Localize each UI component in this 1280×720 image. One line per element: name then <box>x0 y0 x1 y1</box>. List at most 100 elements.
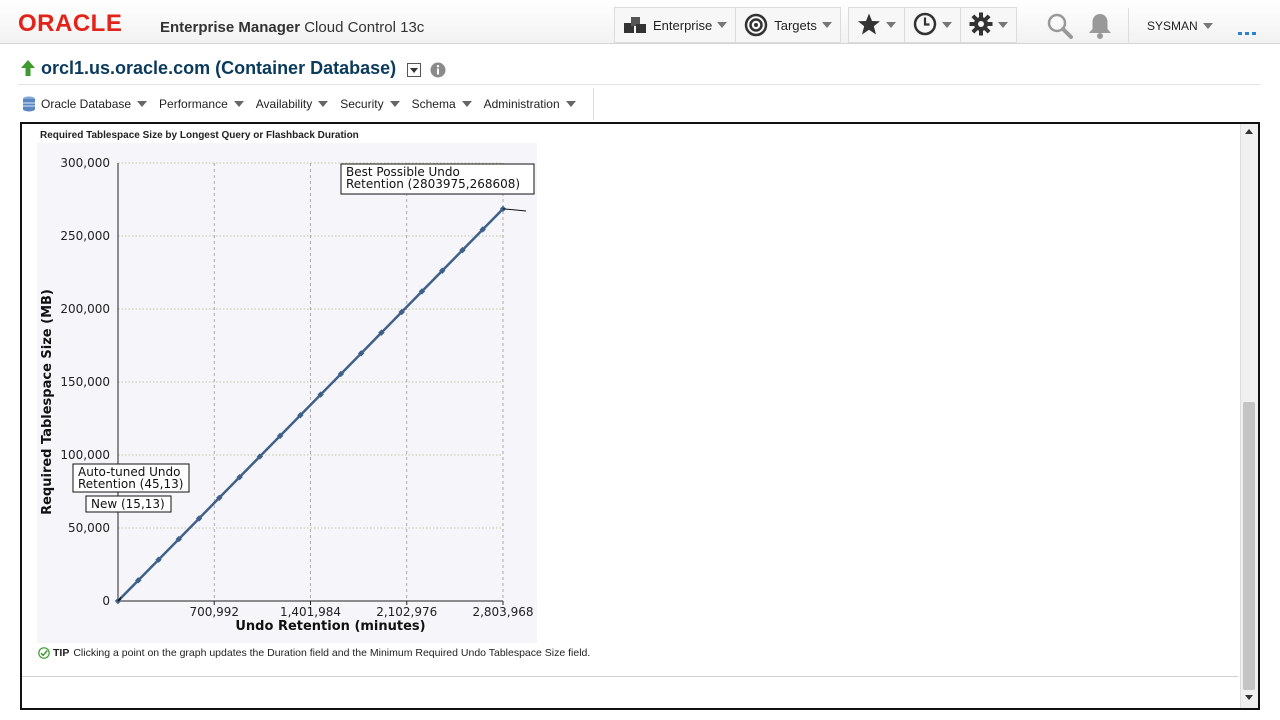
info-icon[interactable] <box>430 62 446 83</box>
menu-administration[interactable]: Administration <box>484 97 576 111</box>
setup-menu-button[interactable] <box>961 8 1016 42</box>
favorites-menu-button[interactable] <box>849 8 905 42</box>
annotation-label: Retention (2803975,268608) <box>346 177 520 191</box>
x-tick-label: 2,803,968 <box>472 605 533 619</box>
annotation-leader <box>117 598 122 602</box>
scroll-up-arrow-icon[interactable] <box>1245 129 1253 134</box>
check-icon <box>38 647 50 659</box>
chevron-down-icon <box>137 101 148 107</box>
enterprise-menu-button[interactable]: Enterprise <box>615 8 737 42</box>
menu-performance[interactable]: Performance <box>159 97 244 111</box>
undo-retention-chart[interactable]: 0 50,000 100,000 150,000 200,000 250,000 300,0… <box>37 143 537 643</box>
menu-oracle-database[interactable]: Oracle Database <box>22 96 148 112</box>
content-frame: Required Tablespace Size by Longest Quer… <box>20 122 1260 710</box>
vertical-scrollbar[interactable] <box>1240 124 1258 708</box>
target-header: orcl1.us.oracle.com (Container Database) <box>0 56 1280 84</box>
divider <box>18 84 1260 85</box>
annotation-label: Retention (45,13) <box>78 477 183 491</box>
targets-menu-button[interactable]: Targets <box>736 8 840 42</box>
y-tick-label: 0 <box>102 594 110 608</box>
enterprise-icon <box>623 15 647 35</box>
chevron-down-icon <box>886 22 896 28</box>
star-icon <box>857 12 881 39</box>
annotation-label: Best Possible Undo <box>346 165 460 179</box>
annotation-box <box>340 163 535 195</box>
y-tick-label: 50,000 <box>68 521 110 535</box>
tip-text: Clicking a point on the graph updates th… <box>73 647 591 659</box>
enterprise-label: Enterprise <box>653 17 713 33</box>
user-menu[interactable]: SYSMAN <box>1128 8 1213 44</box>
x-tick-label: 700,992 <box>189 605 239 619</box>
data-point <box>317 391 324 398</box>
data-point <box>337 370 345 378</box>
tip-label: TIP <box>53 647 70 659</box>
data-point <box>418 288 426 295</box>
y-tick-label: 250,000 <box>60 229 110 243</box>
page-title: orcl1.us.oracle.com (Container Database) <box>41 58 397 78</box>
data-point <box>378 329 385 336</box>
user-name: SYSMAN <box>1147 19 1198 33</box>
menu-availability[interactable]: Availability <box>256 97 329 111</box>
hamburger-icon[interactable] <box>1238 24 1258 42</box>
data-point <box>479 226 486 233</box>
chevron-down-icon <box>821 22 832 28</box>
data-point <box>297 412 304 419</box>
gear-icon <box>969 12 993 39</box>
data-point <box>195 515 203 522</box>
data-point <box>135 577 142 584</box>
oracle-logo: ORACLE <box>18 10 123 37</box>
y-tick-label: 300,000 <box>60 156 110 170</box>
annotation-label: New (15,13) <box>91 497 165 511</box>
chevron-down-icon <box>565 101 576 107</box>
data-point <box>276 432 284 440</box>
tools-nav <box>848 7 1017 43</box>
target-menu-dropdown[interactable] <box>407 63 421 77</box>
product-name-rest: Cloud Control 13c <box>304 19 425 36</box>
data-point <box>439 267 446 274</box>
scrollbar-thumb[interactable] <box>1243 402 1255 690</box>
y-tick-label: 100,000 <box>60 448 110 462</box>
annotation-box <box>85 495 172 513</box>
chevron-down-icon <box>1202 23 1213 29</box>
data-point <box>236 473 243 481</box>
menu-label: Performance <box>159 97 228 111</box>
product-name: Enterprise Manager Cloud Control 13c <box>160 19 424 37</box>
annotation-box <box>72 463 190 493</box>
targets-label: Targets <box>774 17 817 33</box>
data-point <box>459 246 466 254</box>
annotation-label: Auto-tuned Undo <box>78 465 181 479</box>
annotation-leader <box>502 208 527 212</box>
bell-icon[interactable] <box>1088 12 1112 45</box>
y-tick-label: 150,000 <box>60 375 110 389</box>
data-point <box>398 308 405 316</box>
menu-security[interactable]: Security <box>340 97 400 111</box>
x-axis-label: Undo Retention (minutes) <box>235 619 425 634</box>
product-name-bold: Enterprise Manager <box>160 19 301 36</box>
target-icon <box>744 13 768 37</box>
x-tick-label: 1,401,984 <box>280 605 341 619</box>
menu-label: Oracle Database <box>41 97 132 111</box>
search-icon[interactable] <box>1046 12 1074 45</box>
menu-label: Schema <box>411 97 456 111</box>
clock-icon <box>913 12 937 39</box>
chevron-down-icon <box>942 22 952 28</box>
chart-title: Required Tablespace Size by Longest Quer… <box>40 130 359 141</box>
data-point <box>155 556 162 563</box>
data-point <box>256 453 264 460</box>
y-axis-label: Required Tablespace Size (MB) <box>40 289 55 515</box>
scroll-down-arrow-icon[interactable] <box>1245 695 1253 700</box>
chevron-down-icon <box>389 101 400 107</box>
database-icon <box>22 96 36 112</box>
series-line <box>117 207 504 602</box>
chevron-down-icon <box>717 22 728 28</box>
menu-label: Administration <box>483 97 560 111</box>
history-menu-button[interactable] <box>905 8 961 42</box>
chevron-down-icon <box>318 101 329 107</box>
x-tick-label: 2,102,976 <box>376 605 437 619</box>
up-arrow-icon <box>20 59 36 82</box>
data-point <box>216 494 223 501</box>
data-point <box>175 535 182 543</box>
top-bar: ORACLE Enterprise Manager Cloud Control … <box>0 0 1280 44</box>
menu-schema[interactable]: Schema <box>412 97 472 111</box>
target-menu-bar: Oracle Database Performance Availability… <box>0 88 594 120</box>
